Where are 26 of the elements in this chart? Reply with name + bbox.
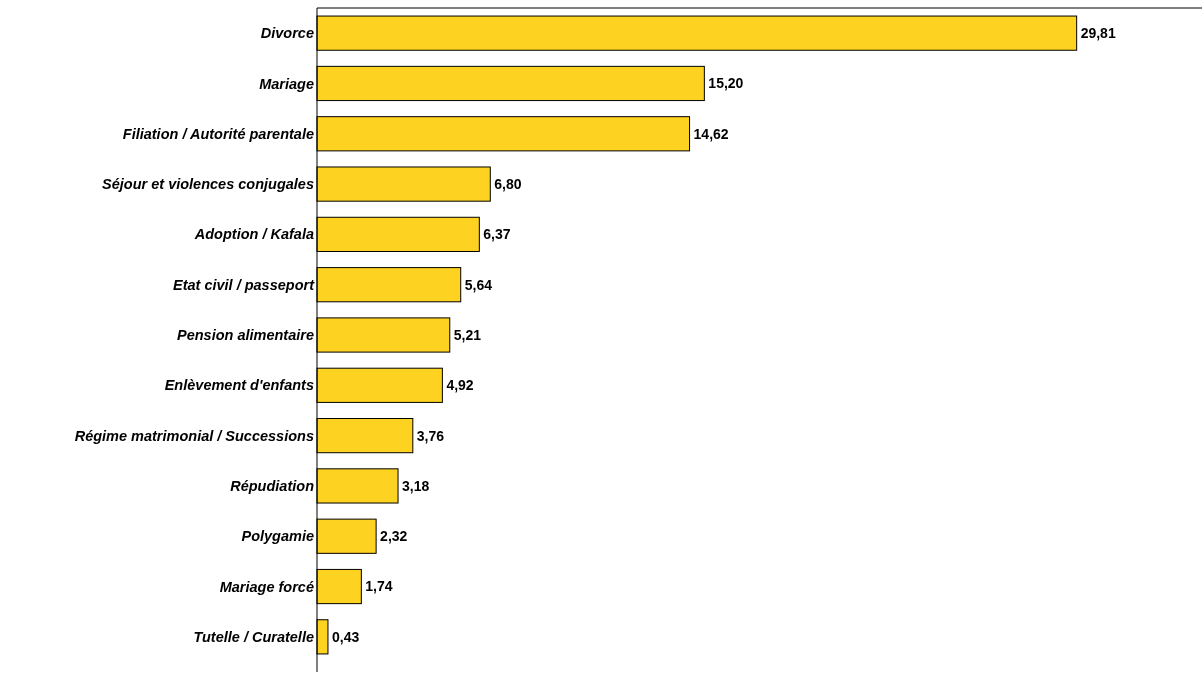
- y-tick-label: Enlèvement d'enfants: [164, 377, 314, 394]
- data-label: 1,74: [365, 578, 393, 595]
- data-label: 6,80: [494, 175, 522, 192]
- data-label: 3,76: [416, 427, 445, 444]
- data-label: 5,21: [453, 326, 482, 343]
- data-label: 14,62: [693, 125, 729, 142]
- data-label: 3,18: [402, 477, 430, 494]
- data-label: 0,43: [331, 628, 360, 645]
- y-tick-label: Séjour et violences conjugales: [102, 176, 314, 193]
- y-tick-label: Etat civil / passeport: [172, 276, 316, 293]
- y-tick-label: Adoption / Kafala: [193, 226, 314, 243]
- data-label: 29,81: [1080, 25, 1116, 42]
- y-tick-label: Répudiation: [230, 478, 315, 494]
- y-tick-label: Tutelle / Curatelle: [193, 628, 314, 645]
- data-label: 6,37: [483, 226, 511, 243]
- data-label: 15,20: [708, 75, 744, 92]
- y-tick-label: Mariage forcé: [219, 578, 314, 595]
- data-label: 4,92: [446, 377, 474, 394]
- data-label: 5,64: [464, 276, 493, 293]
- y-tick-label: Divorce: [260, 25, 314, 42]
- y-tick-label: Régime matrimonial / Successions: [74, 427, 314, 444]
- y-tick-label: Polygamie: [241, 528, 314, 545]
- y-tick-label: Filiation / Autorité parentale: [122, 125, 314, 142]
- y-tick-label: Pension alimentaire: [177, 327, 314, 344]
- data-label: 2,32: [380, 528, 408, 545]
- y-tick-label: Mariage: [259, 75, 314, 92]
